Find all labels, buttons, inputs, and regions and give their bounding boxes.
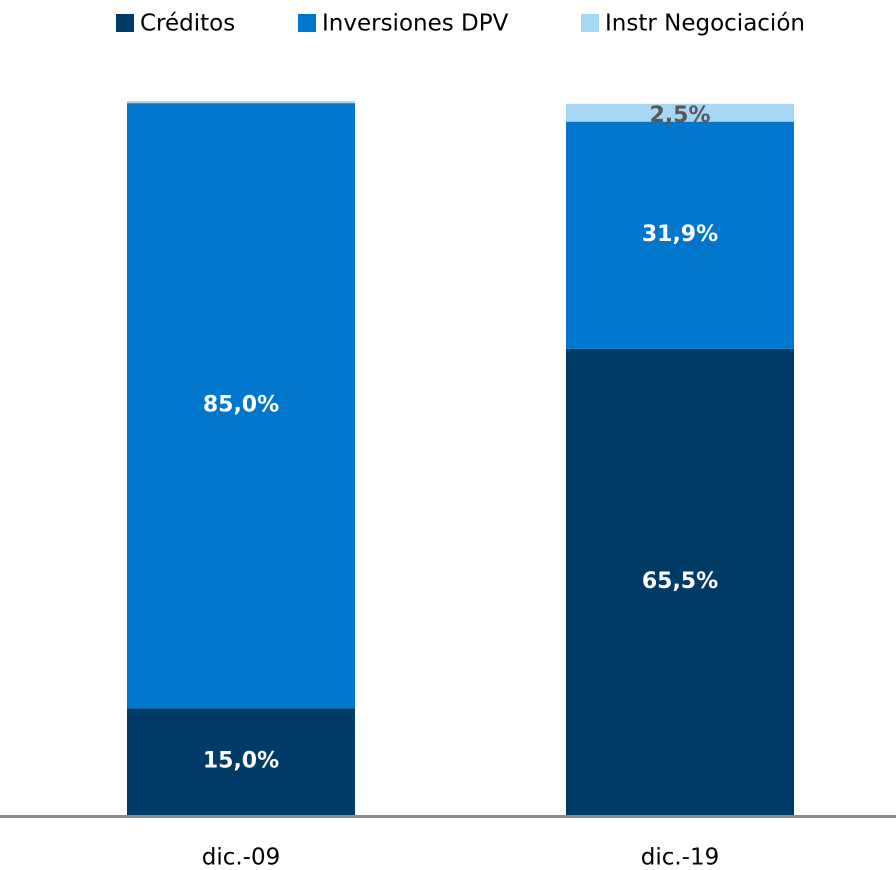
legend-label: Instr Negociación xyxy=(605,11,805,37)
data-label: 31,9% xyxy=(642,222,718,247)
bar-segment xyxy=(566,348,794,815)
data-label: 2,5% xyxy=(649,103,710,128)
legend-swatch xyxy=(116,14,134,32)
legend-swatch xyxy=(581,14,599,32)
data-label: 15,0% xyxy=(203,749,279,774)
legend-swatch xyxy=(298,14,316,32)
data-label: 65,5% xyxy=(642,569,718,594)
bar-segment xyxy=(127,708,355,815)
bar-segment xyxy=(127,101,355,104)
x-tick-label: dic.-09 xyxy=(202,845,281,870)
data-label: 85,0% xyxy=(203,393,279,418)
bar-segment xyxy=(566,121,794,349)
legend-label: Inversiones DPV xyxy=(322,11,509,37)
bar-segment xyxy=(127,103,355,709)
legend-label: Créditos xyxy=(140,11,235,37)
x-tick-label: dic.-19 xyxy=(641,845,720,870)
bar-segment xyxy=(566,103,794,122)
